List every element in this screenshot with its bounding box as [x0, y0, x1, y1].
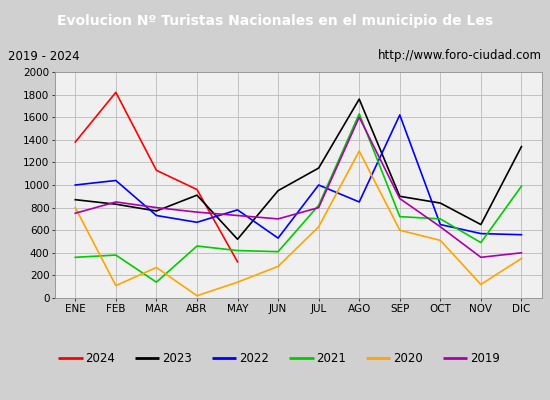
Text: 2023: 2023 [163, 352, 192, 364]
Text: 2019 - 2024: 2019 - 2024 [8, 50, 80, 62]
Text: http://www.foro-ciudad.com: http://www.foro-ciudad.com [378, 50, 542, 62]
Text: 2019: 2019 [471, 352, 501, 364]
Text: 2024: 2024 [86, 352, 116, 364]
Text: 2021: 2021 [317, 352, 346, 364]
Text: Evolucion Nº Turistas Nacionales en el municipio de Les: Evolucion Nº Turistas Nacionales en el m… [57, 14, 493, 28]
Text: 2022: 2022 [240, 352, 270, 364]
Text: 2020: 2020 [394, 352, 424, 364]
